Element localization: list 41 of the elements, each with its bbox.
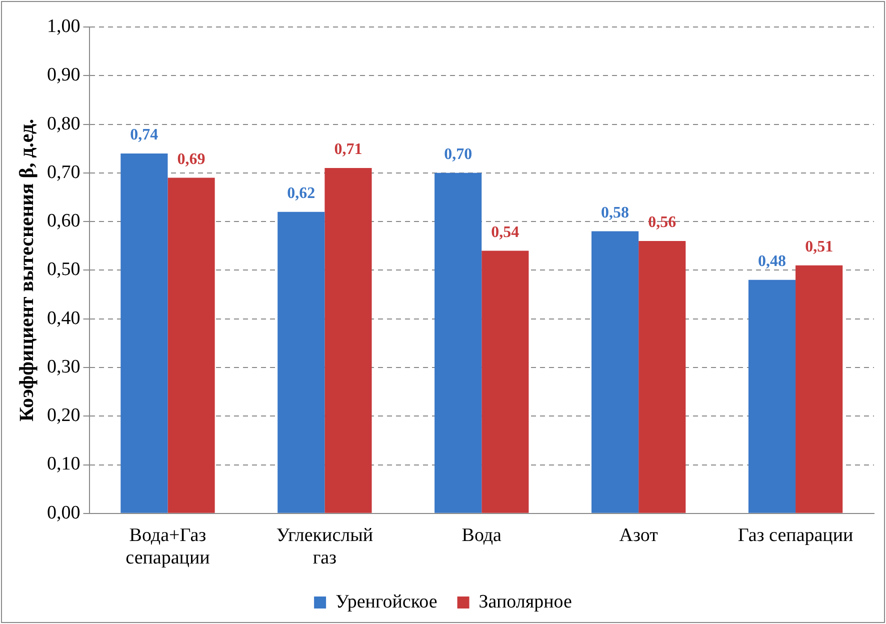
data-label: 0,69 — [177, 150, 206, 168]
bar — [434, 172, 482, 513]
bar — [748, 280, 796, 513]
y-axis-title: Коэффициент вытеснения β, д.ед. — [16, 118, 38, 422]
data-label: 0,62 — [287, 184, 316, 202]
y-tick-label: 0,80 — [47, 113, 80, 134]
bar — [120, 153, 168, 513]
bar — [278, 212, 325, 513]
y-tick-label: 0,70 — [47, 162, 80, 183]
bar — [482, 250, 529, 513]
category-label: газ — [312, 548, 337, 569]
y-tick-label: 0,20 — [47, 405, 80, 426]
x-tick-label: Азот — [619, 524, 659, 546]
legend-label: Уренгойское — [336, 591, 438, 612]
bar — [796, 265, 843, 513]
data-label: 0,74 — [130, 126, 158, 144]
data-label: 0,54 — [491, 224, 520, 241]
category-label: Углекислый — [276, 524, 374, 546]
bar — [168, 178, 215, 513]
legend-label: Заполярное — [478, 591, 572, 612]
bar — [638, 241, 686, 513]
bar — [591, 231, 639, 513]
y-tick-label: 0,90 — [47, 64, 80, 86]
bar — [324, 168, 372, 513]
y-tick-label: 0,40 — [47, 308, 80, 329]
category-label: Вода+Газ — [129, 524, 206, 546]
x-tick-label: Газ сепарации — [738, 524, 854, 546]
data-label: 0,51 — [805, 238, 834, 256]
y-tick-label: 0,50 — [47, 259, 80, 280]
data-label: 0,70 — [444, 146, 472, 164]
data-label: 0,48 — [758, 253, 786, 270]
category-label: сепарации — [126, 548, 210, 569]
data-label: 0,58 — [601, 204, 630, 222]
y-tick-label: 0,60 — [47, 210, 80, 232]
y-tick-label: 1,00 — [47, 16, 80, 37]
data-label: 0,56 — [648, 214, 676, 232]
x-tick-label: Вода — [462, 524, 502, 546]
data-label: 0,71 — [334, 141, 362, 158]
y-tick-label: 0,30 — [47, 356, 80, 378]
y-tick-label: 0,10 — [47, 454, 80, 475]
y-tick-label: 0,00 — [47, 502, 80, 524]
